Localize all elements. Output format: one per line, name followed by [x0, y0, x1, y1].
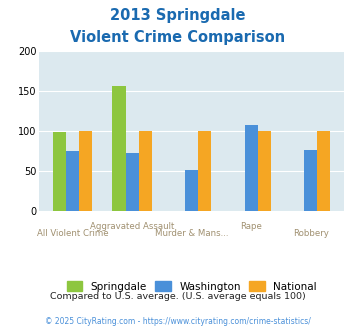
Text: Aggravated Assault: Aggravated Assault [90, 222, 174, 231]
Bar [139, 131, 152, 211]
Text: Robbery: Robbery [293, 229, 329, 238]
Text: All Violent Crime: All Violent Crime [37, 229, 108, 238]
Bar [79, 131, 92, 211]
Bar [245, 125, 258, 211]
Legend: Springdale, Washington, National: Springdale, Washington, National [62, 277, 321, 296]
Text: Violent Crime Comparison: Violent Crime Comparison [70, 30, 285, 45]
Text: © 2025 CityRating.com - https://www.cityrating.com/crime-statistics/: © 2025 CityRating.com - https://www.city… [45, 317, 310, 326]
Bar [317, 131, 331, 211]
Text: 2013 Springdale: 2013 Springdale [110, 8, 245, 23]
Bar [304, 150, 317, 211]
Bar [53, 132, 66, 211]
Bar [198, 131, 211, 211]
Text: Rape: Rape [240, 222, 262, 231]
Bar [185, 170, 198, 211]
Bar [126, 153, 139, 211]
Text: Murder & Mans...: Murder & Mans... [155, 229, 229, 238]
Text: Compared to U.S. average. (U.S. average equals 100): Compared to U.S. average. (U.S. average … [50, 292, 305, 301]
Bar [113, 85, 126, 211]
Bar [66, 151, 79, 211]
Bar [258, 131, 271, 211]
